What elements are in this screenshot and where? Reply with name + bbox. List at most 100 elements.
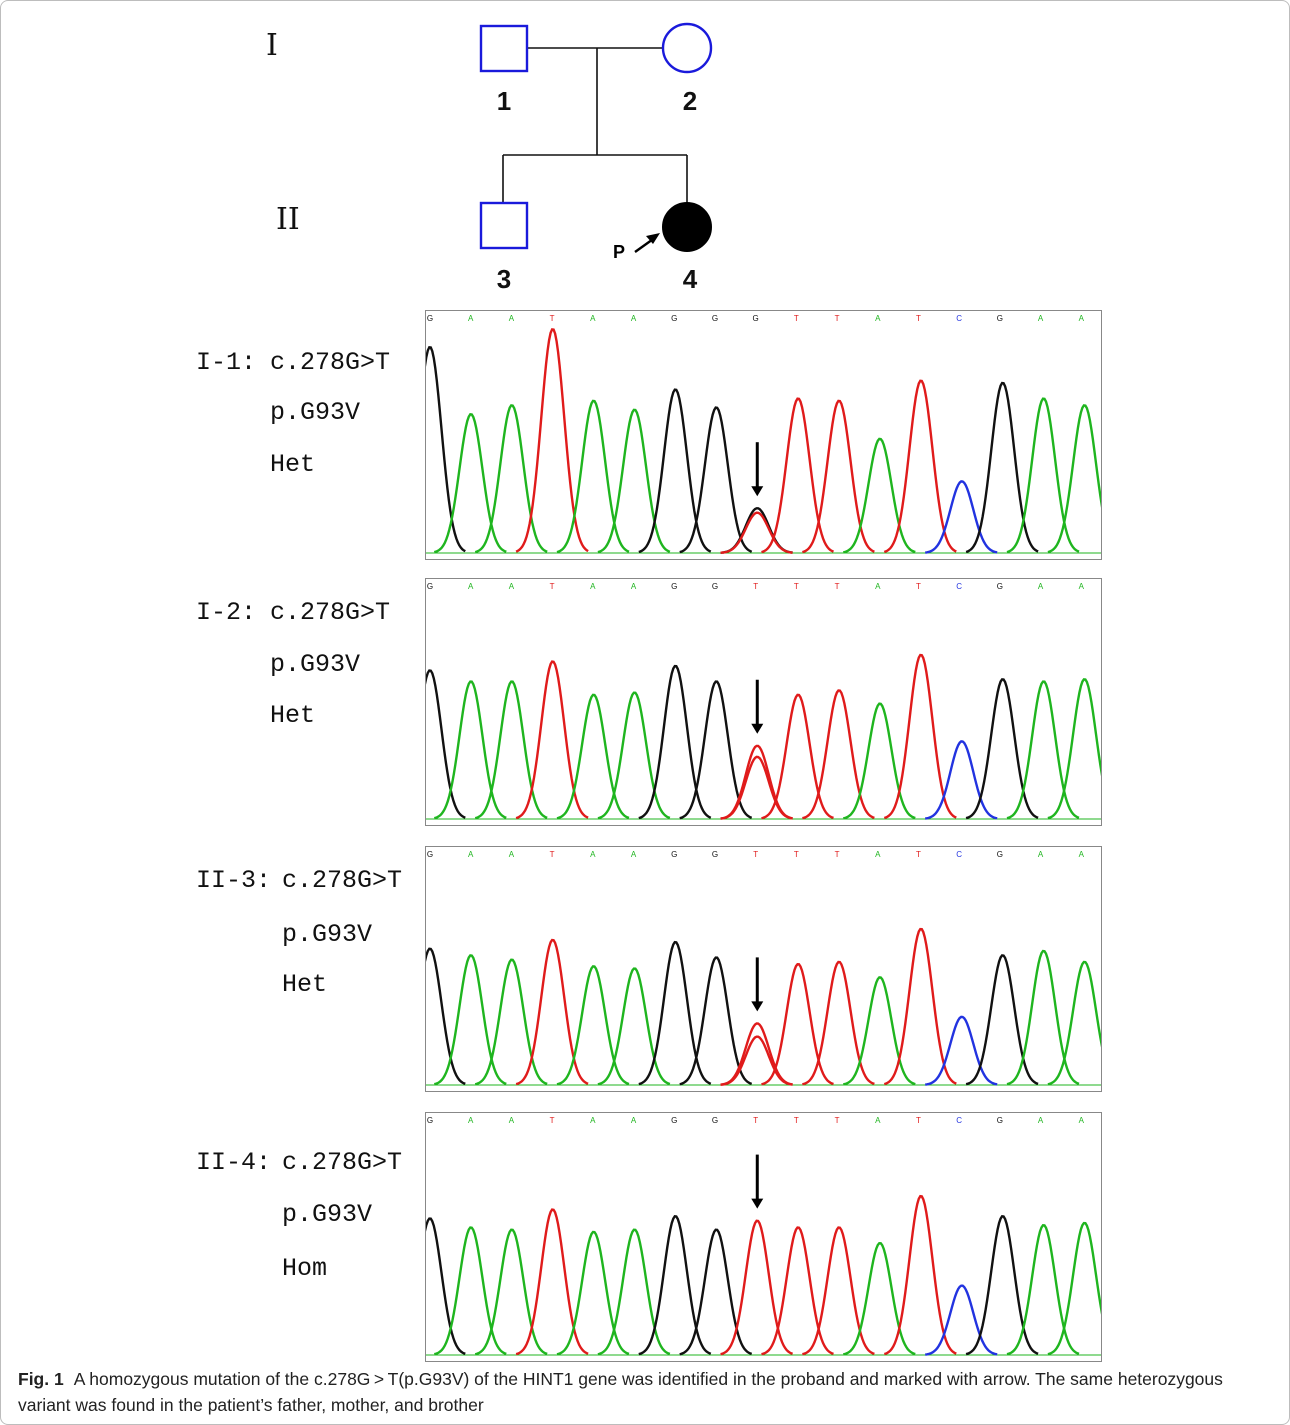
peak-15 xyxy=(965,954,1039,1086)
base-call-15: G xyxy=(997,1116,1003,1125)
panel-1-protein: p.G93V xyxy=(270,398,361,427)
peak-16 xyxy=(1006,680,1080,820)
peak-12 xyxy=(843,1241,916,1356)
base-call-2: A xyxy=(468,314,474,323)
peak-10 xyxy=(761,1226,834,1356)
peak-15 xyxy=(965,1215,1039,1356)
individual-1-male-symbol xyxy=(479,24,529,73)
peak-16 xyxy=(1006,397,1080,554)
panel-4-variant: c.278G>T xyxy=(282,1148,403,1177)
base-call-13: T xyxy=(916,314,921,323)
peak-7 xyxy=(638,388,712,554)
peak-17 xyxy=(1047,678,1101,820)
individual-1-number: 1 xyxy=(496,86,512,116)
base-call-11: T xyxy=(835,850,840,859)
mutation-arrowhead xyxy=(751,723,764,734)
panel-2-zygosity: Het xyxy=(270,701,316,730)
proband-label: P xyxy=(613,242,626,262)
panel-1-id: I-1: xyxy=(196,348,257,377)
panel-2-protein: p.G93V xyxy=(270,650,361,679)
mutation-arrowhead xyxy=(751,1198,764,1209)
peak-8 xyxy=(679,406,753,554)
peak-4 xyxy=(515,328,589,553)
base-call-14: C xyxy=(956,850,962,859)
individual-4-number: 4 xyxy=(682,264,698,294)
base-call-3: A xyxy=(509,582,515,591)
base-call-16: A xyxy=(1038,314,1044,323)
panel-1-variant: c.278G>T xyxy=(270,348,391,377)
base-call-8: G xyxy=(712,850,718,859)
base-call-3: A xyxy=(509,314,515,323)
base-call-7: G xyxy=(671,850,677,859)
peak-14 xyxy=(925,480,998,554)
peak-10 xyxy=(761,397,835,554)
caption-label: Fig. 1 xyxy=(18,1369,64,1389)
base-call-12: A xyxy=(875,314,881,323)
panel-3-variant: c.278G>T xyxy=(282,866,403,895)
base-call-13: T xyxy=(916,1116,921,1125)
base-call-17: A xyxy=(1079,850,1085,859)
secondary-peak xyxy=(720,511,793,554)
peak-16 xyxy=(1006,949,1080,1086)
peak-2 xyxy=(433,954,507,1086)
peak-6 xyxy=(597,1228,671,1356)
peak-5 xyxy=(556,1230,630,1356)
base-call-5: A xyxy=(590,314,596,323)
base-call-7: G xyxy=(671,582,677,591)
base-call-9: T xyxy=(753,1116,758,1125)
base-call-7: G xyxy=(671,314,677,323)
base-call-9: T xyxy=(753,582,758,591)
individual-2-female-symbol xyxy=(661,22,713,74)
base-call-17: A xyxy=(1079,314,1085,323)
generation-label-2: II xyxy=(276,202,300,237)
peak-12 xyxy=(843,702,916,820)
proband-arrowhead xyxy=(646,233,660,244)
base-call-16: A xyxy=(1038,850,1044,859)
base-call-17: A xyxy=(1079,1116,1085,1125)
panel-4-zygosity: Hom xyxy=(282,1254,328,1283)
base-call-11: T xyxy=(835,1116,840,1125)
base-call-6: A xyxy=(631,850,637,859)
peak-4 xyxy=(515,938,589,1086)
panel-2-id: I-2: xyxy=(196,598,257,627)
peak-11 xyxy=(802,960,875,1086)
peak-1 xyxy=(426,1217,466,1355)
base-call-9: T xyxy=(753,850,758,859)
base-call-14: C xyxy=(956,314,962,323)
peak-7 xyxy=(638,940,712,1086)
base-call-10: T xyxy=(794,314,799,323)
base-call-4: T xyxy=(550,582,555,591)
base-call-1: G xyxy=(427,314,433,323)
peak-11 xyxy=(802,399,875,554)
base-call-4: T xyxy=(550,314,555,323)
base-call-5: A xyxy=(590,850,596,859)
base-call-5: A xyxy=(590,582,596,591)
peak-6 xyxy=(597,967,671,1086)
peak-5 xyxy=(556,399,630,554)
base-call-1: G xyxy=(427,850,433,859)
peak-8 xyxy=(679,1228,753,1356)
peak-6 xyxy=(597,408,671,554)
individual-4-affected-symbol xyxy=(662,202,712,252)
base-call-13: T xyxy=(916,582,921,591)
base-call-7: G xyxy=(671,1116,677,1125)
peak-5 xyxy=(556,693,630,820)
panel-3-zygosity: Het xyxy=(282,970,328,999)
peak-4 xyxy=(515,1208,589,1356)
base-call-16: A xyxy=(1038,1116,1044,1125)
peak-4 xyxy=(515,660,589,820)
peak-1 xyxy=(426,947,466,1085)
base-call-12: A xyxy=(875,850,881,859)
base-call-12: A xyxy=(875,1116,881,1125)
base-call-11: T xyxy=(835,582,840,591)
peak-17 xyxy=(1047,960,1101,1086)
base-call-2: A xyxy=(468,1116,474,1125)
peak-1 xyxy=(426,345,466,553)
peak-2 xyxy=(433,413,507,554)
generation-label-1: I xyxy=(266,28,278,63)
